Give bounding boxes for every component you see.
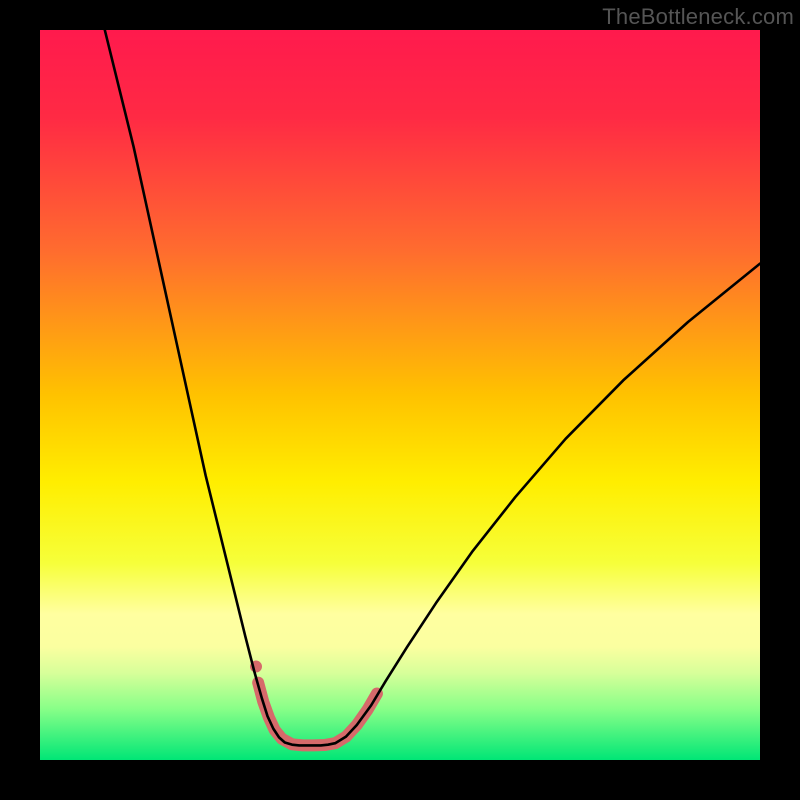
- chart-svg: [0, 0, 800, 800]
- watermark-text: TheBottleneck.com: [602, 4, 794, 30]
- plot-background: [40, 30, 760, 760]
- chart-stage: TheBottleneck.com: [0, 0, 800, 800]
